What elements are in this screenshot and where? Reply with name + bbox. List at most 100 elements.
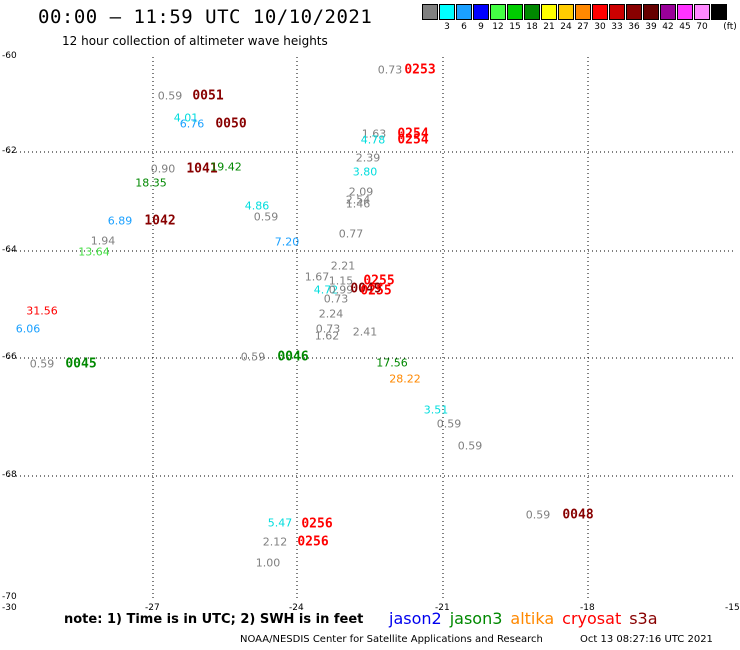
wave-height-value: 2.41 <box>352 325 378 339</box>
pass-time-label: 0253 <box>404 62 436 78</box>
wave-height-value: 28.22 <box>389 372 421 386</box>
pass-time-label: 1041 <box>186 161 218 177</box>
wave-height-value: 31.56 <box>26 304 58 318</box>
wave-height-value: 19.42 <box>210 160 242 174</box>
color-swatch-label: 24 <box>560 22 572 32</box>
pass-time-label: 0051 <box>192 88 224 104</box>
latitude-tick-label: -60 <box>2 51 17 61</box>
wave-height-value: 0.59 <box>29 357 55 371</box>
color-swatch <box>711 4 727 20</box>
color-swatch <box>694 4 710 20</box>
latitude-tick-label: -70 <box>2 592 17 602</box>
longitude-tick-label: -30 <box>2 603 17 613</box>
pass-time-label: 0045 <box>65 356 97 372</box>
pass-time-label: 0048 <box>562 507 594 523</box>
satellite-legend-entry: jason2 <box>389 609 442 628</box>
satellite-legend-entry: cryosat <box>562 609 622 628</box>
pass-time-label: 0050 <box>215 116 247 132</box>
generation-timestamp: Oct 13 08:27:16 UTC 2021 <box>580 634 713 645</box>
wave-height-value: 4.78 <box>360 133 386 147</box>
page-subtitle: 12 hour collection of altimeter wave hei… <box>62 34 328 48</box>
satellite-legend-entry: s3a <box>629 609 658 628</box>
color-swatch-label: 30 <box>594 22 606 32</box>
wave-height-value: 4.01 <box>173 111 199 125</box>
color-swatch <box>473 4 489 20</box>
color-swatch <box>609 4 625 20</box>
credit-line: NOAA/NESDIS Center for Satellite Applica… <box>240 634 543 645</box>
color-swatch-label: 9 <box>478 22 484 32</box>
pass-time-label: 0046 <box>277 349 309 365</box>
wave-height-value: 6.06 <box>15 322 41 336</box>
longitude-tick-label: -21 <box>435 603 450 613</box>
color-swatch <box>422 4 438 20</box>
color-swatch-label: 12 <box>492 22 504 32</box>
wave-height-value: 0.59 <box>525 508 551 522</box>
wave-height-value: 5.47 <box>267 516 293 530</box>
color-swatch <box>660 4 676 20</box>
graticule-grid <box>8 57 733 598</box>
color-swatch <box>541 4 557 20</box>
wave-height-value: 3.80 <box>352 165 378 179</box>
color-swatch-label: 21 <box>543 22 555 32</box>
wave-height-value: 1.94 <box>90 234 116 248</box>
wave-height-value: 0.73 <box>315 322 341 336</box>
color-scale-unit: (ft) <box>723 22 737 32</box>
satellite-legend-entry: altika <box>510 609 555 628</box>
pass-time-label: 0255 <box>360 283 392 299</box>
color-swatch-label: 27 <box>577 22 589 32</box>
color-swatch <box>643 4 659 20</box>
color-swatch <box>524 4 540 20</box>
page-title: 00:00 – 11:59 UTC 10/10/2021 <box>38 6 373 28</box>
pass-time-label: 0256 <box>301 516 333 532</box>
wave-height-value: 2.12 <box>262 535 288 549</box>
longitude-tick-label: -15 <box>725 603 740 613</box>
color-swatch <box>456 4 472 20</box>
latitude-tick-label: -68 <box>2 470 17 480</box>
pass-time-label: 0254 <box>397 132 429 148</box>
wave-height-value: 18.35 <box>135 176 167 190</box>
wave-height-value: 1.67 <box>304 270 330 284</box>
color-swatch <box>490 4 506 20</box>
color-swatch <box>575 4 591 20</box>
color-swatch <box>439 4 455 20</box>
satellite-legend: jason2 jason3 altika cryosat s3a <box>389 609 666 628</box>
latitude-tick-label: -66 <box>2 352 17 362</box>
wave-height-value: 4.72 <box>313 283 339 297</box>
wave-height-value: 1.00 <box>255 556 281 570</box>
color-swatch <box>677 4 693 20</box>
footer-note: note: 1) Time is in UTC; 2) SWH is in fe… <box>64 612 364 627</box>
wave-height-value: 2.24 <box>318 307 344 321</box>
color-swatch <box>592 4 608 20</box>
color-swatch <box>507 4 523 20</box>
color-swatch-label: 6 <box>461 22 467 32</box>
color-swatch-label: 33 <box>611 22 623 32</box>
wave-height-value: 2.54 <box>345 193 371 207</box>
color-swatch-label: 70 <box>696 22 708 32</box>
wave-height-value: 6.89 <box>107 214 133 228</box>
wave-height-value: 0.90 <box>150 162 176 176</box>
wave-height-value: 6.76 <box>179 117 205 131</box>
wave-height-value: 13.64 <box>78 245 110 259</box>
wave-height-value: 0.59 <box>457 439 483 453</box>
wave-height-value: 0.73 <box>323 292 349 306</box>
wave-height-value: 1.15 <box>328 274 354 288</box>
color-swatch-label: 45 <box>679 22 691 32</box>
wave-height-value: 2.39 <box>355 151 381 165</box>
wave-height-value: 17.56 <box>376 356 408 370</box>
wave-height-value: 2.09 <box>348 185 374 199</box>
longitude-tick-label: -27 <box>145 603 160 613</box>
wave-height-value: 0.59 <box>240 350 266 364</box>
color-swatch-label: 3 <box>444 22 450 32</box>
color-swatch-label: 15 <box>509 22 521 32</box>
wave-height-value: 7.20 <box>274 235 300 249</box>
wave-height-value: 4.86 <box>244 199 270 213</box>
color-swatch <box>558 4 574 20</box>
wave-height-value: 3.51 <box>423 403 449 417</box>
pass-time-label: 0256 <box>297 534 329 550</box>
wave-height-value: 0.99 <box>328 283 354 297</box>
latitude-tick-label: -62 <box>2 146 17 156</box>
color-swatch-label: 42 <box>662 22 674 32</box>
color-swatch-label: 36 <box>628 22 640 32</box>
wave-height-value: 0.59 <box>157 89 183 103</box>
